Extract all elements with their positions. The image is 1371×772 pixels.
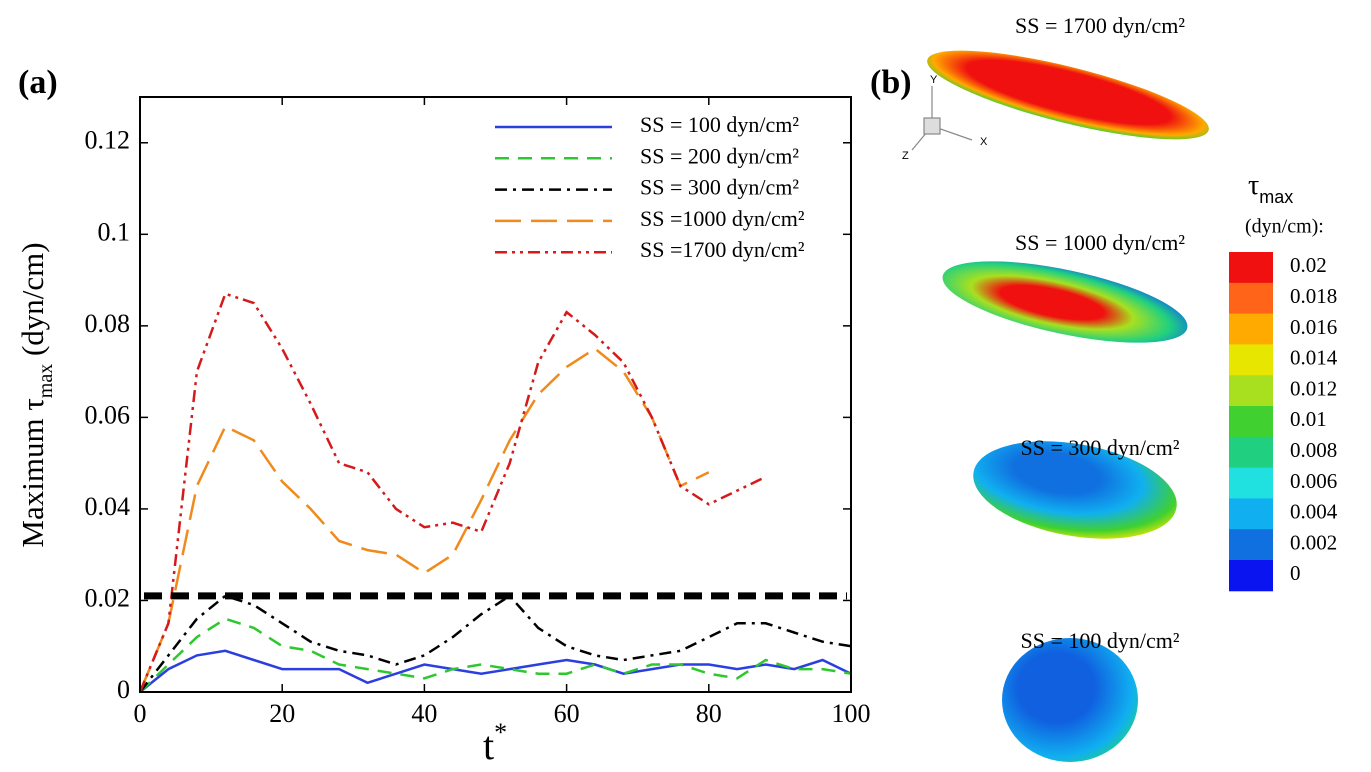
cell-label: SS = 1000 dyn/cm² [1015, 230, 1185, 255]
colorbar-tick-label: 0.014 [1290, 346, 1338, 370]
colorbar-band [1229, 406, 1273, 438]
colorbar-tick-label: 0.004 [1290, 500, 1338, 524]
colorbar-tick-label: 0.018 [1290, 284, 1337, 308]
colorbar-unit: (dyn/cm): [1245, 216, 1324, 238]
axis-letter: X [980, 136, 988, 148]
axis-letter: Z [902, 150, 909, 162]
cell-shape [942, 261, 1188, 343]
x-tick-label: 100 [832, 699, 871, 728]
colorbar-band [1229, 560, 1273, 592]
y-tick-label: 0.12 [85, 126, 131, 155]
y-label-sub: max [35, 364, 57, 398]
colorbar-band [1229, 252, 1273, 284]
colorbar-band [1229, 344, 1273, 376]
panel-label: (b) [870, 64, 912, 101]
colorbar-tick-label: 0.002 [1290, 530, 1337, 554]
y-label-unit: (dyn/cm) [15, 242, 50, 363]
colorbar-band [1229, 282, 1273, 315]
colorbar-tick-label: 0.006 [1290, 469, 1337, 493]
colorbar-title-main: τ [1248, 170, 1259, 201]
series-line [139, 617, 852, 693]
colorbar-tick-label: 0.02 [1290, 253, 1327, 277]
colorbar-title: τmax [1248, 170, 1293, 206]
x-tick-label: 40 [411, 699, 437, 728]
y-tick-label: 0 [117, 675, 130, 704]
series-line [139, 594, 852, 693]
cell-shape [927, 50, 1209, 140]
axes-triad [911, 86, 973, 151]
cell-label: SS = 300 dyn/cm² [1021, 435, 1180, 460]
y-tick-label: 0.06 [85, 400, 131, 429]
y-tick-label: 0.04 [85, 492, 131, 521]
plot-frame [139, 96, 852, 693]
colorbar-band [1229, 529, 1273, 561]
colorbar-tick-label: 0.016 [1290, 315, 1337, 339]
colorbar-band [1229, 467, 1273, 499]
legend-label: SS = 300 dyn/cm² [640, 175, 799, 200]
y-label-main: Maximum τ [15, 398, 50, 547]
cell-label: SS = 100 dyn/cm² [1021, 628, 1180, 653]
y-tick-label: 0.02 [85, 583, 131, 612]
x-tick-label: 20 [269, 699, 295, 728]
cell-shape [1002, 638, 1138, 762]
legend-label: SS =1000 dyn/cm² [640, 206, 805, 231]
x-tick-label: 60 [554, 699, 580, 728]
cell-shape [973, 441, 1177, 539]
x-axis-label: t* [483, 718, 507, 768]
y-tick-label: 0.1 [98, 217, 131, 246]
legend-label: SS = 200 dyn/cm² [640, 143, 799, 168]
colorbar-tick-label: 0.012 [1290, 376, 1337, 400]
colorbar-band [1229, 436, 1273, 469]
panel-label: (a) [18, 64, 58, 101]
y-axis-label: Maximum τmax (dyn/cm) [15, 242, 56, 547]
colorbar-title-sub: max [1259, 187, 1293, 207]
axis-letter: Y [930, 74, 938, 86]
legend-label: SS = 100 dyn/cm² [640, 112, 799, 137]
y-tick-label: 0.08 [85, 309, 131, 338]
colorbar-tick-label: 0.01 [1290, 407, 1327, 431]
colorbar-band [1229, 498, 1273, 530]
series-line [139, 649, 852, 693]
x-label-main: t [483, 723, 494, 768]
legend-label: SS =1700 dyn/cm² [640, 237, 805, 262]
series-line [138, 347, 710, 693]
x-tick-label: 0 [134, 699, 147, 728]
x-label-sup: * [494, 718, 507, 747]
series-line [138, 292, 767, 693]
colorbar-tick-label: 0.008 [1290, 438, 1337, 462]
colorbar-tick-label: 0 [1290, 561, 1301, 585]
colorbar-band [1229, 375, 1273, 407]
x-tick-label: 80 [696, 699, 722, 728]
cell-label: SS = 1700 dyn/cm² [1015, 13, 1185, 38]
colorbar-band [1229, 313, 1273, 345]
